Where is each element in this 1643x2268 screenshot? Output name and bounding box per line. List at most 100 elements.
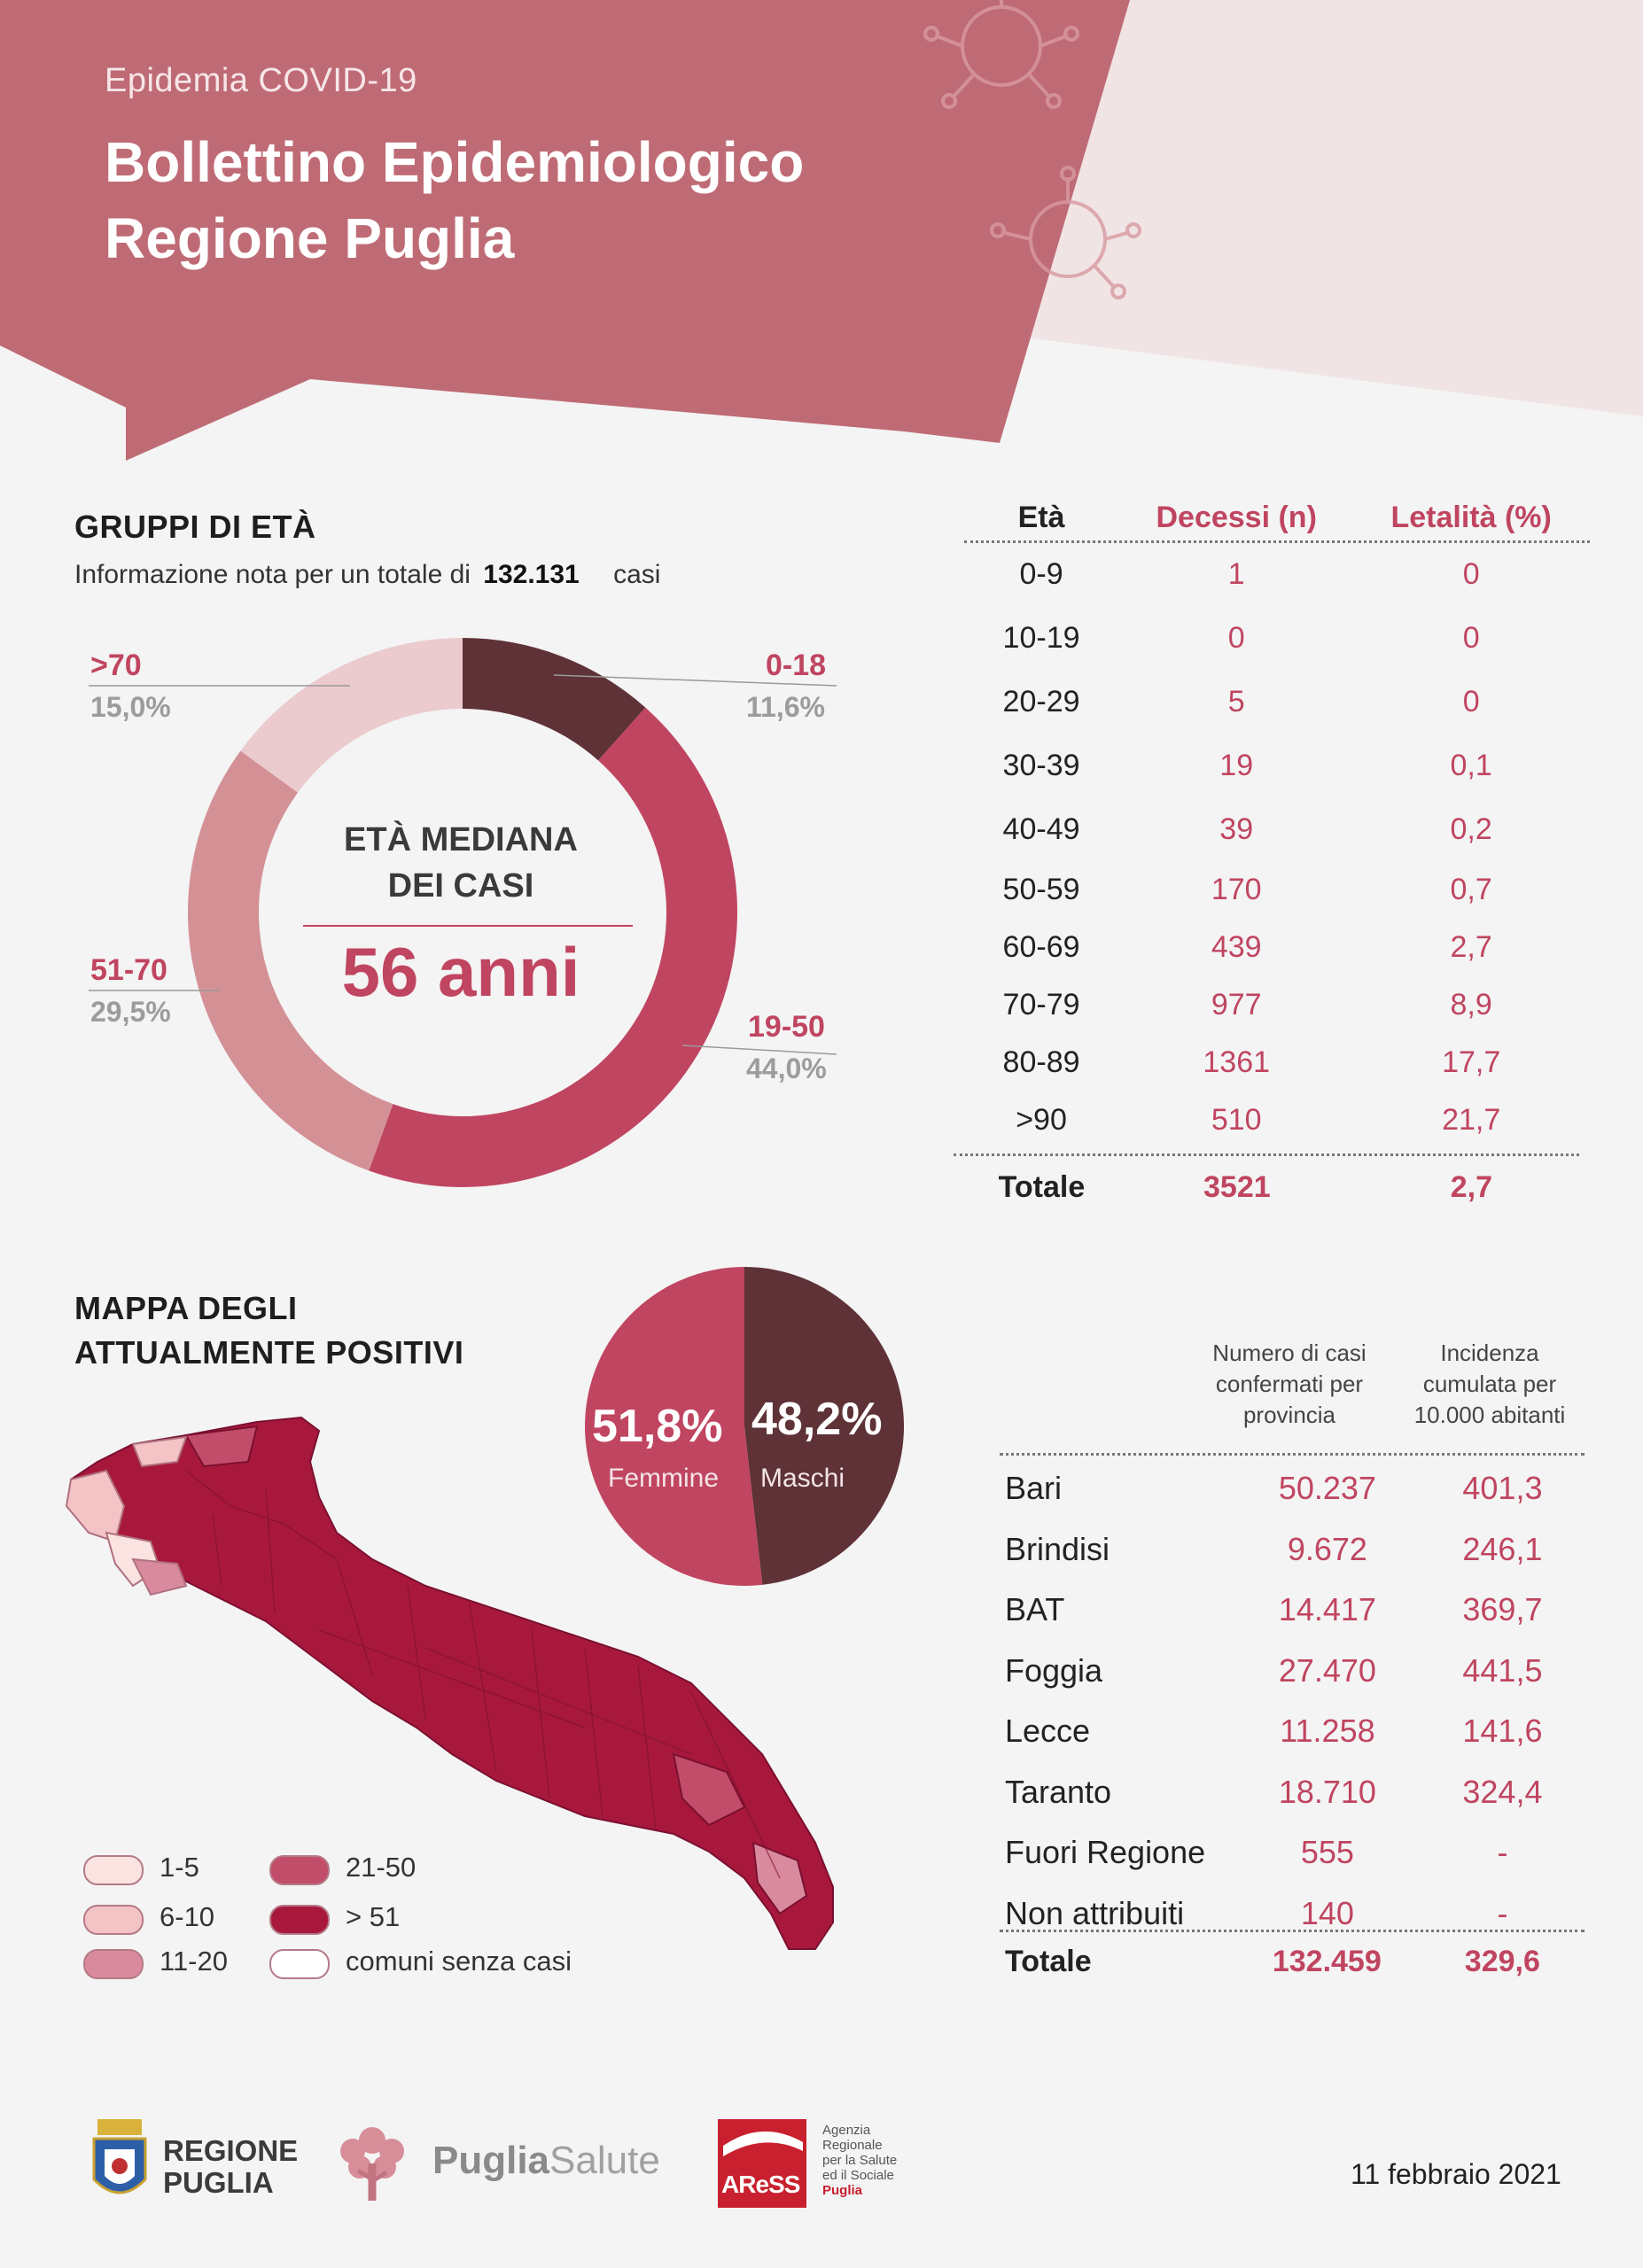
logo1-line-1: REGIONE [163,2134,299,2167]
gender-slice-femmine [585,1267,763,1586]
regione-puglia-logo: REGIONE PUGLIA [163,2135,298,2199]
donut-slice-70plus [240,638,463,793]
deaths-cell-lethality: 17,7 [1442,1045,1501,1079]
deaths-cell-count: 1 [1227,556,1245,591]
deaths-row: 30-39 19 0,1 [957,734,1595,797]
province-row: Foggia 27.470 441,5 [996,1641,1590,1702]
deaths-cell-lethality: 0,1 [1450,748,1492,782]
aress-caption-5: Puglia [822,2183,863,2198]
deaths-cell-lethality: 0,2 [1450,812,1492,846]
deaths-cell-age: 50-59 [1002,873,1080,906]
aress-caption-2: Regionale [822,2138,883,2153]
aress-caption-4: ed il Sociale [822,2168,894,2183]
prov-header-divider [1000,1453,1585,1456]
label-pct-70plus: 15,0% [90,691,171,723]
aress-caption: Agenzia Regionale per la Salute ed il So… [822,2123,897,2198]
deaths-row: 60-69 439 2,7 [957,919,1595,976]
prov-cell-incidence: 324,4 [1462,1773,1543,1810]
prov-cell-incidence: 369,7 [1462,1591,1543,1628]
province-table-body: Bari 50.237 401,3 Brindisi 9.672 246,1 BAT 14.4… [996,1458,1590,1944]
virus-icon [923,0,1079,109]
legend-swatch [269,1905,330,1935]
deaths-cell-lethality: 21,7 [1442,1103,1501,1137]
deaths-row: >90 510 21,7 [957,1091,1595,1149]
age-donut-chart [89,638,837,1187]
deaths-cell-count: 19 [1219,748,1254,782]
label-pct-19-50: 44,0% [746,1052,827,1084]
map-title-line-1: MAPPA DEGLI [74,1290,298,1326]
prov-total-incidence: 329,6 [1464,1944,1540,1978]
deaths-cell-count: 977 [1211,988,1262,1021]
deaths-cell-lethality: 0,7 [1450,873,1492,906]
prov-header-incidence: Incidenza cumulata per 10.000 abitanti [1413,1340,1566,1428]
gender-slice-maschi [744,1267,904,1585]
page-title: Bollettino Epidemiologico Regione Puglia [105,124,804,276]
label-cat-0-18: 0-18 [766,649,827,682]
label-pct-51-70: 29,5% [90,996,171,1028]
deaths-total-lethality: 2,7 [1450,1169,1493,1204]
deaths-header-lethality: Letalità (%) [1390,500,1552,534]
label-pct-0-18: 11,6% [746,691,825,723]
header-kicker: Epidemia COVID-19 [105,62,417,99]
title-line-2: Regione Puglia [105,206,515,270]
prov-cell-name: Brindisi [1005,1530,1110,1567]
title-line-1: Bollettino Epidemiologico [105,130,805,194]
deaths-cell-age: 40-49 [1002,812,1080,846]
logo2-bold: Puglia [432,2139,550,2182]
deaths-total-count: 3521 [1203,1169,1271,1204]
male-pct: 48,2% [751,1394,883,1445]
prov-cell-incidence: 441,5 [1462,1651,1543,1689]
deaths-total-row: Totale 3521 2,7 [957,1162,1595,1212]
note-prefix: Informazione nota per un totale di [74,560,471,589]
deaths-header-count: Decessi (n) [1156,500,1317,534]
female-pct: 51,8% [592,1401,723,1452]
deaths-header-divider [964,540,1590,543]
donut-slice-0-18 [463,638,646,761]
deaths-cell-count: 510 [1211,1103,1262,1137]
donut-slice-19-50 [369,707,737,1187]
prov-total-divider [1000,1930,1585,1932]
province-row: Taranto 18.710 324,4 [996,1762,1590,1823]
prov-cell-cases: 555 [1300,1834,1354,1871]
deaths-row: 50-59 170 0,7 [957,861,1595,919]
label-cat-51-70: 51-70 [90,953,167,987]
legend-label: 1-5 [160,1852,199,1883]
deaths-cell-age: 30-39 [1002,748,1080,782]
legend-swatch [83,1855,144,1885]
deaths-cell-lethality: 8,9 [1450,988,1492,1021]
province-row: BAT 14.417 369,7 [996,1580,1590,1641]
aress-caption-1: Agenzia [822,2123,871,2138]
note-suffix: casi [613,560,661,589]
median-divider [303,925,633,927]
leader-line [553,674,837,687]
male-label: Maschi [760,1464,845,1493]
label-cat-70plus: >70 [90,649,142,682]
regione-puglia-crest-icon [92,2119,147,2194]
deaths-cell-count: 439 [1211,930,1262,964]
deaths-total-label: Totale [998,1169,1086,1204]
province-table: Bari 50.237 401,3 Brindisi 9.672 246,1 BAT 14.4… [996,1458,1590,1944]
prov-total-cases: 132.459 [1272,1944,1382,1978]
legend-swatch [83,1905,144,1935]
legend-label: 11-20 [160,1946,228,1977]
aress-caption-3: per la Salute [822,2153,898,2168]
label-cat-19-50: 19-50 [748,1010,825,1044]
prov-cell-incidence: 401,3 [1462,1470,1543,1507]
prov-cell-cases: 9.672 [1287,1530,1367,1567]
deaths-cell-count: 5 [1227,684,1245,718]
deaths-row: 40-49 39 0,2 [957,797,1595,861]
puglia-salute-logo: PugliaSalute [432,2139,660,2183]
province-row: Bari 50.237 401,3 [996,1458,1590,1519]
median-title: ETÀ MEDIANA DEI CASI [266,817,656,909]
deaths-cell-age: 60-69 [1002,930,1080,964]
province-row: Non attribuiti 140 - [996,1884,1590,1945]
deaths-table: Età Decessi (n) Letalità (%) 0-9 1 0 10-19 0… [957,493,1595,1149]
legend-label: 6-10 [160,1901,215,1932]
logo2-light: Salute [549,2139,660,2182]
prov-cell-cases: 14.417 [1278,1591,1376,1628]
logo1-line-2: PUGLIA [163,2166,274,2199]
deaths-cell-lethality: 2,7 [1450,930,1492,964]
age-note: Informazione nota per un totale di 132.1… [74,560,660,590]
prov-cell-name: Bari [1005,1470,1063,1507]
